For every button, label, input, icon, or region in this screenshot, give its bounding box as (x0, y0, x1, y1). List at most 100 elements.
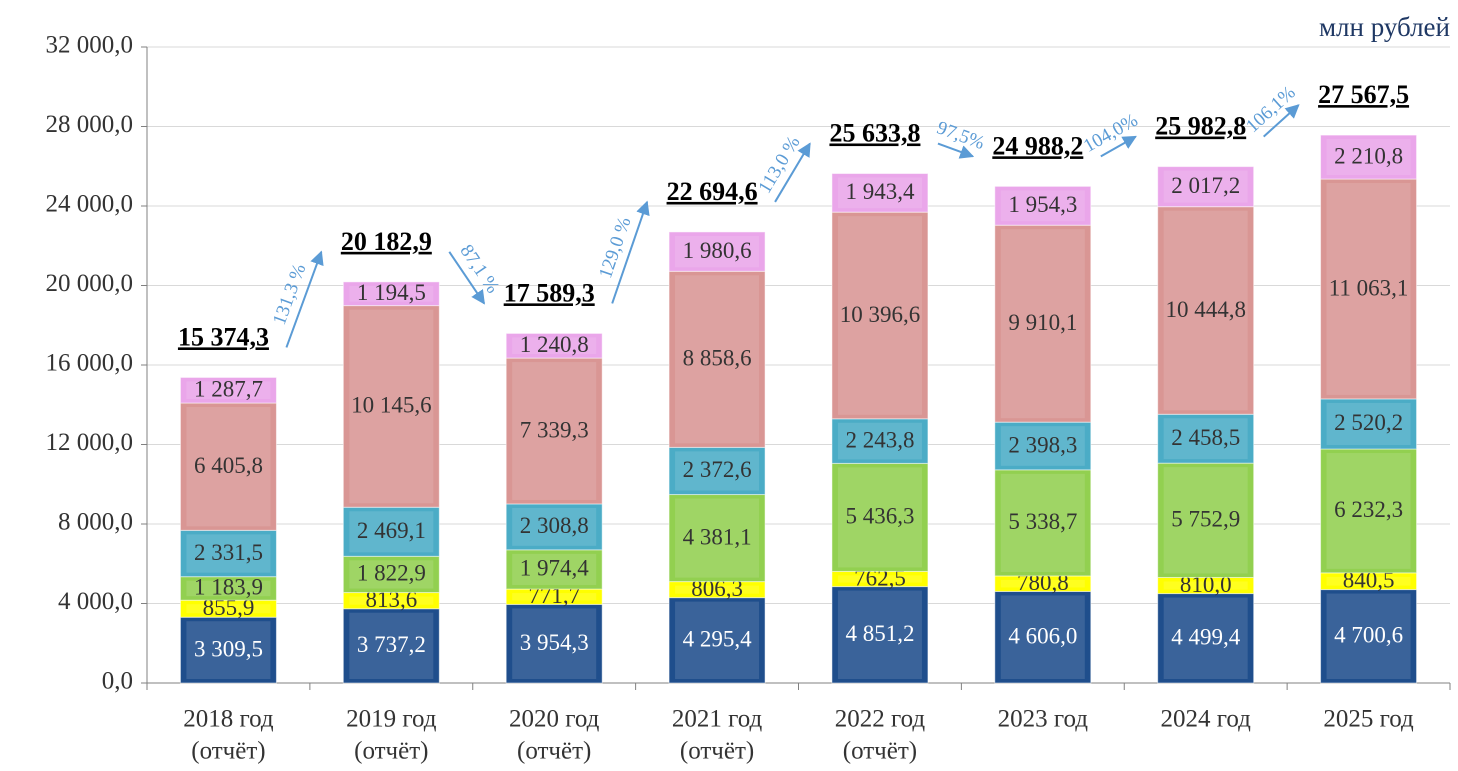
x-tick-label: 2018 год (183, 706, 274, 733)
bar-segment (179, 616, 277, 684)
y-tick-label: 32 000,0 (46, 32, 134, 59)
data-label: 4 295,4 (683, 627, 753, 652)
bar-bevel (186, 604, 271, 614)
bar-segment (1157, 166, 1255, 208)
x-tick-label: 2021 год (672, 706, 763, 733)
bar-segment (342, 608, 440, 684)
bar-segment (179, 402, 277, 531)
growth-label: 87,1 % (456, 241, 504, 297)
bar-segment (994, 590, 1092, 684)
bar-bevel (675, 601, 760, 679)
x-tick-label: 2020 год (509, 706, 600, 733)
bar-bevel (512, 593, 597, 601)
data-label: 2 520,2 (1334, 410, 1403, 435)
data-label: 1 287,7 (194, 377, 263, 402)
growth-label: 129,0 % (595, 214, 635, 281)
bar-segment (342, 281, 440, 307)
bar-bevel (349, 511, 434, 553)
data-label: 2 243,8 (845, 427, 914, 452)
bar-segment (179, 529, 277, 578)
bar-segment (1157, 593, 1255, 684)
x-tick-label: 2025 год (1323, 706, 1414, 733)
bar-bevel (837, 216, 922, 415)
bar-bevel (349, 612, 434, 679)
y-tick-label: 4 000,0 (58, 588, 133, 615)
data-label: 2 398,3 (1008, 432, 1077, 457)
total-label: 17 589,3 (504, 278, 595, 307)
data-label: 6 232,3 (1334, 497, 1403, 522)
data-label: 7 339,3 (520, 417, 589, 442)
bar-segment (1320, 589, 1418, 684)
y-tick-label: 0,0 (102, 668, 133, 695)
x-tick-label: (отчёт) (843, 738, 917, 765)
bar-bevel (837, 575, 922, 583)
total-label: 27 567,5 (1318, 80, 1409, 109)
data-label: 4 381,1 (683, 524, 752, 549)
bar-bevel (1326, 453, 1411, 569)
bar-bevel (1163, 418, 1248, 460)
bar-bevel (1000, 473, 1085, 572)
data-label: 10 145,6 (351, 393, 432, 418)
data-label: 3 737,2 (357, 632, 426, 657)
bar-segment (505, 603, 603, 684)
bar-bevel (1163, 597, 1248, 679)
growth-label: 131,3 % (269, 261, 310, 328)
bar-bevel (1163, 170, 1248, 203)
total-label: 20 182,9 (341, 227, 432, 256)
data-label: 1 183,9 (194, 575, 263, 600)
bar-bevel (1000, 595, 1085, 679)
bar-segment (994, 469, 1092, 577)
bar-bevel (1000, 229, 1085, 419)
bar-bevel (186, 621, 271, 679)
bar-bevel (186, 534, 271, 573)
bar-bevel (512, 362, 597, 500)
data-label: 2 372,6 (683, 457, 752, 482)
data-label: 1 822,9 (357, 561, 426, 586)
bar-segment (505, 332, 603, 359)
y-tick-label: 8 000,0 (58, 509, 133, 536)
data-label: 11 063,1 (1329, 275, 1409, 300)
data-label: 2 331,5 (194, 540, 263, 565)
data-label: 6 405,8 (194, 453, 263, 478)
y-tick-label: 20 000,0 (46, 270, 134, 297)
data-label: 1 943,4 (845, 179, 915, 204)
bar-segment (342, 305, 440, 508)
unit-label: млн рублей (1319, 12, 1450, 42)
growth-arrow (1263, 104, 1300, 138)
bar-bevel (1163, 467, 1248, 574)
total-label: 25 982,8 (1155, 112, 1246, 141)
bar-bevel (1000, 426, 1085, 466)
data-label: 2 469,1 (357, 518, 426, 543)
bar-bevel (186, 381, 271, 400)
data-label: 4 606,0 (1008, 624, 1077, 649)
bar-segment (668, 494, 766, 583)
bar-segment (1157, 413, 1255, 464)
bar-bevel (675, 275, 760, 444)
bar-bevel (837, 422, 922, 460)
bar-bevel (512, 507, 597, 546)
total-label: 25 633,8 (829, 118, 920, 147)
x-tick-label: 2019 год (346, 706, 437, 733)
bar-segment (505, 357, 603, 505)
bar-segment (994, 224, 1092, 423)
data-label: 3 954,3 (520, 630, 589, 655)
bar-bevel (675, 585, 760, 594)
total-label: 24 988,2 (992, 131, 1083, 160)
growth-arrow (448, 251, 486, 305)
x-tick-label: 2022 год (835, 706, 926, 733)
bar-segment (1320, 448, 1418, 574)
bar-bevel (1000, 579, 1085, 588)
data-label: 3 309,5 (194, 636, 263, 661)
data-label: 5 436,3 (845, 504, 914, 529)
bar-bevel (675, 498, 760, 578)
growth-arrow (611, 200, 650, 304)
x-tick-label: 2023 год (998, 706, 1089, 733)
x-tick-label: 2024 год (1160, 706, 1251, 733)
data-label: 2 308,8 (520, 513, 589, 538)
growth-arrow (1100, 135, 1137, 158)
bar-segment (994, 185, 1092, 226)
bar-segment (1157, 462, 1255, 578)
y-tick-label: 12 000,0 (46, 429, 134, 456)
data-label: 1 974,4 (520, 556, 590, 581)
bar-bevel (1326, 576, 1411, 586)
